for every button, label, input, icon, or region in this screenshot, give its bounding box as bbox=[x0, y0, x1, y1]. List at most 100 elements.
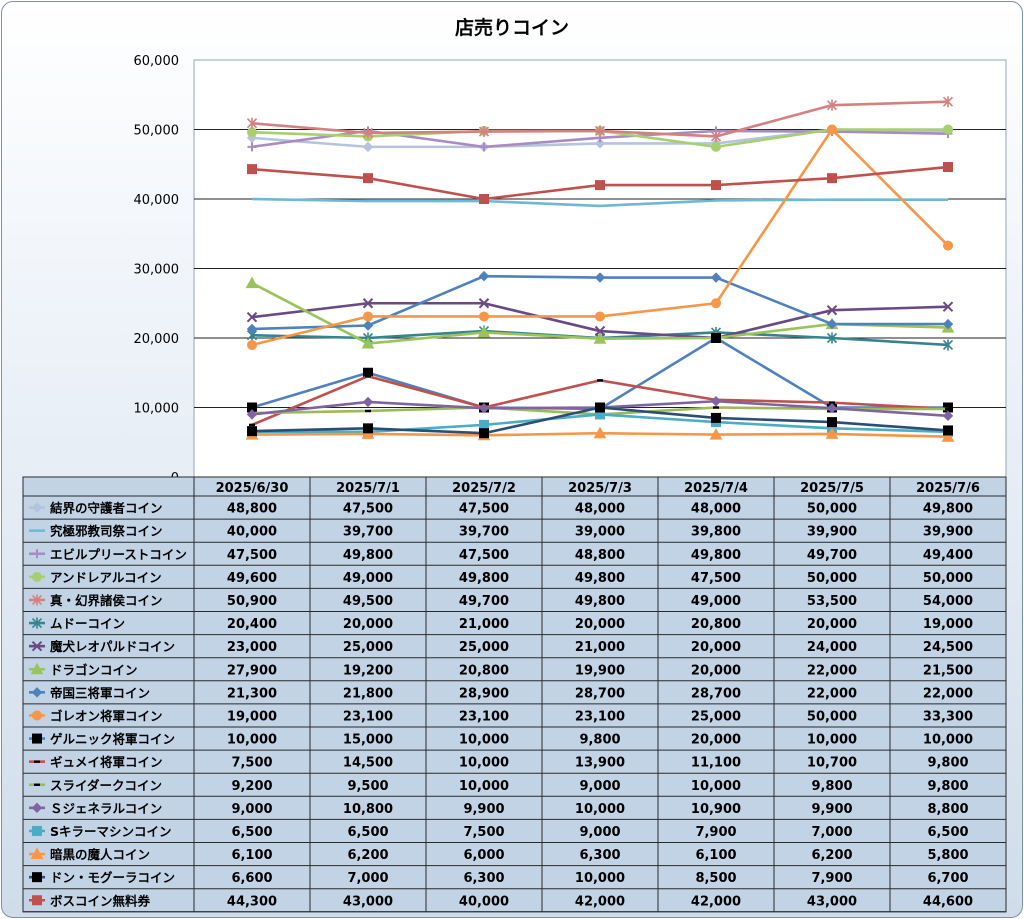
y-tick-label: 20,000 bbox=[134, 332, 180, 347]
legend-key bbox=[29, 594, 45, 606]
series-name: スライダークコイン bbox=[50, 778, 162, 793]
data-label: 49,800 bbox=[343, 548, 393, 563]
data-label: 21,300 bbox=[227, 686, 277, 701]
data-point bbox=[246, 409, 258, 420]
legend-marker bbox=[32, 571, 42, 582]
data-label: 21,800 bbox=[343, 686, 393, 701]
legend-marker bbox=[31, 617, 43, 629]
data-point bbox=[710, 130, 722, 142]
data-point bbox=[247, 339, 257, 350]
data-label: 25,000 bbox=[459, 640, 509, 655]
series-group bbox=[247, 162, 953, 204]
data-point bbox=[595, 311, 605, 322]
data-label: 6,100 bbox=[695, 848, 736, 863]
data-label: 20,400 bbox=[227, 617, 277, 632]
data-point bbox=[362, 127, 374, 139]
legend-marker bbox=[30, 847, 44, 860]
x-category-label: 2025/7/6 bbox=[916, 481, 980, 496]
data-label: 9,800 bbox=[579, 733, 620, 748]
data-label: 50,900 bbox=[227, 594, 277, 609]
data-label: 50,000 bbox=[807, 709, 857, 724]
data-label: 6,300 bbox=[579, 848, 620, 863]
data-label: 39,000 bbox=[575, 525, 625, 540]
data-label: 50,000 bbox=[807, 502, 857, 517]
data-label: 50,000 bbox=[807, 571, 857, 586]
data-label: 25,000 bbox=[691, 709, 741, 724]
data-label: 47,500 bbox=[227, 548, 277, 563]
data-point bbox=[365, 375, 371, 378]
data-label: 9,800 bbox=[927, 779, 968, 794]
data-point bbox=[593, 426, 607, 439]
data-point bbox=[711, 412, 721, 423]
legend-marker bbox=[32, 825, 42, 836]
data-label: 10,900 bbox=[691, 802, 741, 817]
data-label: 28,700 bbox=[691, 686, 741, 701]
series-name: 究極邪教司祭コイン bbox=[50, 524, 163, 539]
series-group bbox=[246, 270, 954, 335]
data-point bbox=[478, 298, 490, 309]
data-label: 49,800 bbox=[575, 594, 625, 609]
series-name: 帝国三将軍コイン bbox=[50, 685, 150, 700]
data-label: 27,900 bbox=[227, 663, 277, 678]
data-label: 10,000 bbox=[459, 756, 509, 771]
data-point bbox=[479, 142, 489, 152]
data-label: 44,300 bbox=[227, 894, 277, 909]
data-point bbox=[942, 318, 954, 330]
data-label: 9,200 bbox=[231, 779, 272, 794]
data-point bbox=[943, 240, 953, 251]
data-point bbox=[826, 402, 838, 414]
data-label: 10,000 bbox=[575, 871, 625, 886]
data-label: 9,900 bbox=[463, 802, 504, 817]
data-label: 49,800 bbox=[923, 502, 973, 517]
data-label: 22,000 bbox=[807, 663, 857, 678]
series-group bbox=[246, 96, 954, 142]
data-point bbox=[246, 117, 258, 129]
data-label: 10,700 bbox=[807, 756, 857, 771]
data-point bbox=[945, 407, 951, 411]
series-name: ムドーコイン bbox=[50, 616, 125, 631]
data-label: 42,000 bbox=[575, 894, 625, 909]
data-label: 44,600 bbox=[923, 894, 973, 909]
legend-key bbox=[29, 640, 45, 652]
table-background bbox=[22, 476, 1007, 913]
legend-marker bbox=[32, 710, 42, 721]
data-label: 23,100 bbox=[575, 709, 625, 724]
data-label: 39,900 bbox=[923, 525, 973, 540]
data-label: 9,800 bbox=[811, 779, 852, 794]
data-point bbox=[478, 270, 490, 282]
data-label: 10,800 bbox=[343, 802, 393, 817]
data-label: 25,000 bbox=[343, 640, 393, 655]
data-label: 49,000 bbox=[691, 594, 741, 609]
data-point bbox=[247, 164, 257, 175]
data-label: 7,000 bbox=[347, 871, 388, 886]
data-label: 49,500 bbox=[343, 594, 393, 609]
data-label: 10,000 bbox=[807, 733, 857, 748]
data-label: 19,000 bbox=[923, 617, 973, 632]
data-label: 20,000 bbox=[691, 640, 741, 655]
data-label: 10,000 bbox=[691, 779, 741, 794]
legend-key bbox=[29, 549, 45, 559]
data-point bbox=[362, 396, 374, 408]
data-label: 47,500 bbox=[343, 502, 393, 517]
legend-marker bbox=[31, 502, 43, 513]
data-label: 39,900 bbox=[807, 525, 857, 540]
data-point bbox=[594, 138, 606, 149]
data-label: 6,500 bbox=[231, 825, 272, 840]
legend-marker bbox=[32, 872, 42, 883]
series-name: ボスコイン無料券 bbox=[50, 893, 151, 908]
data-label: 48,800 bbox=[575, 548, 625, 563]
data-label: 48,800 bbox=[227, 502, 277, 517]
data-point bbox=[595, 180, 605, 191]
data-label: 23,000 bbox=[227, 640, 277, 655]
data-label: 6,700 bbox=[927, 871, 968, 886]
series-name: 結界の守護者コイン bbox=[50, 501, 163, 516]
data-label: 10,000 bbox=[459, 779, 509, 794]
legend-marker bbox=[32, 895, 42, 906]
legend-key bbox=[29, 662, 45, 675]
data-point bbox=[943, 162, 953, 173]
data-point bbox=[363, 423, 373, 434]
data-point bbox=[709, 428, 723, 440]
data-label: 9,500 bbox=[347, 779, 388, 794]
legend-marker bbox=[34, 760, 40, 763]
data-point bbox=[594, 125, 606, 137]
